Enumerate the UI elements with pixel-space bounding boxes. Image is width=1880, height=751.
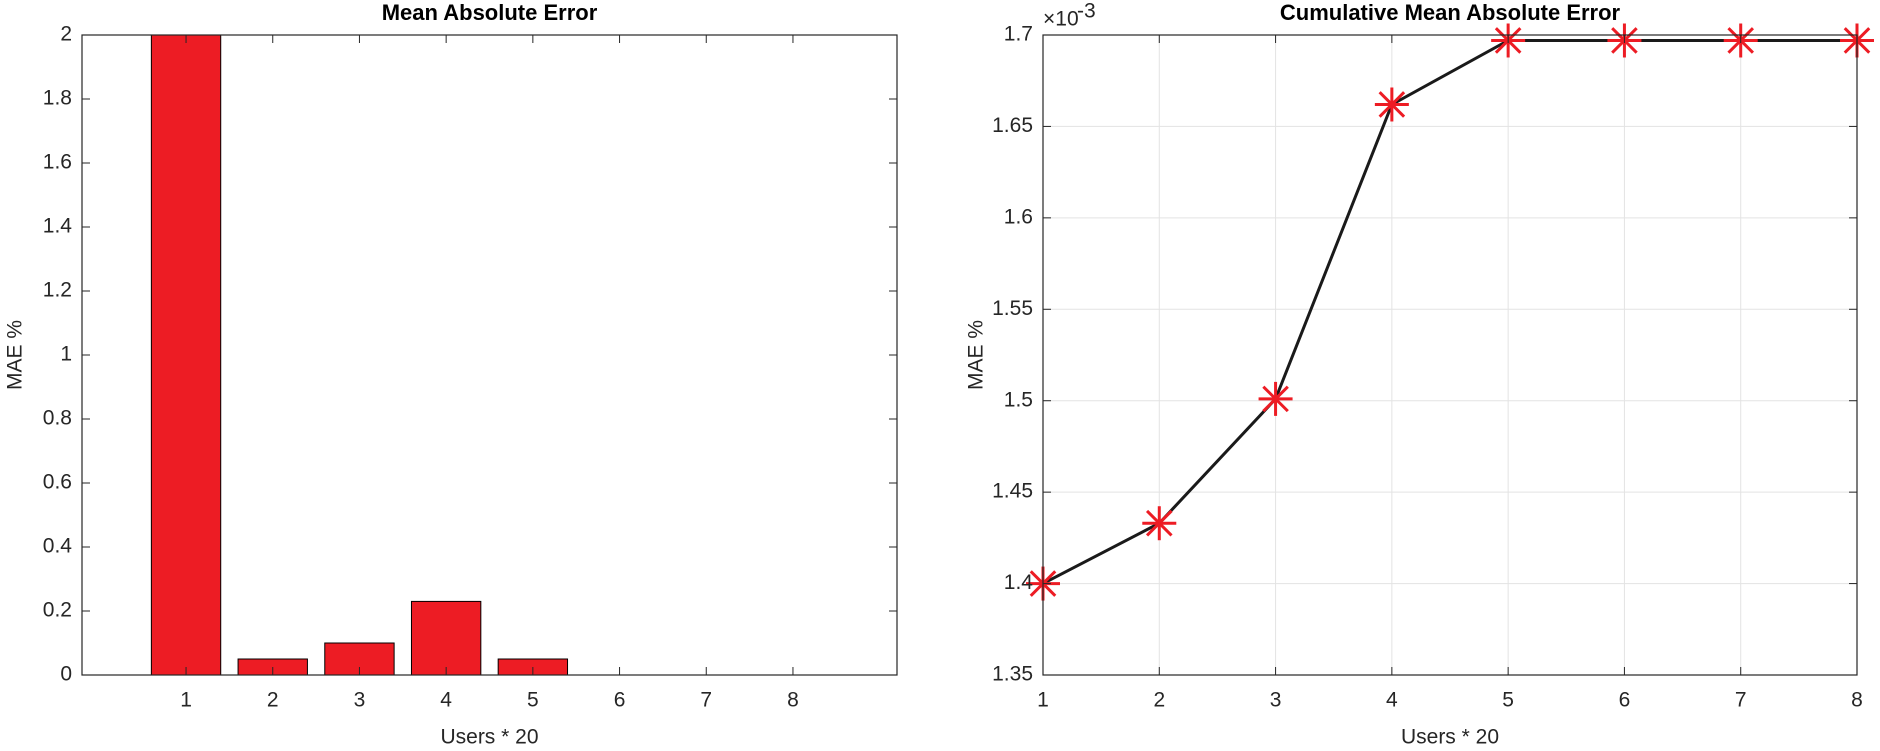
x-tick-label: 1 (1037, 689, 1049, 712)
axes: 1 2 3 4 5 6 7 8 0 0.2 0.4 0.6 0.8 1 1.2 1.4 1.6 1.8 2 Mean … (4, 0, 898, 749)
marker-stroke (1262, 385, 1289, 413)
x-axis-label: Users * 20 (1401, 726, 1499, 749)
y-tick-label: 0.6 (43, 471, 72, 494)
y-tick-label: 1.2 (43, 279, 72, 302)
y-tick-label: 1.8 (43, 87, 72, 110)
y-tick-label: 1.45 (992, 480, 1033, 503)
marker (1374, 87, 1409, 122)
y-tick-label: 1.55 (992, 297, 1033, 320)
y-axis-label: MAE % (965, 320, 988, 390)
x-tick-label: 7 (1735, 689, 1747, 712)
y-tick-label: 0 (60, 663, 72, 686)
x-tick-label: 8 (787, 689, 799, 712)
y-axis-label: MAE % (4, 320, 27, 390)
x-tick-label: 5 (527, 689, 539, 712)
x-tick-label: 3 (354, 689, 366, 712)
x-tick-label: 1 (180, 689, 192, 712)
y-tick-label: 1.35 (992, 663, 1033, 686)
y-tick-label: 0.2 (43, 599, 72, 622)
line (1042, 38, 1857, 585)
x-tick-label: 2 (267, 689, 279, 712)
y-tick-label: 1.4 (1004, 571, 1034, 594)
marker (1258, 381, 1293, 416)
chart-title: Cumulative Mean Absolute Error (1280, 0, 1621, 25)
axes-frame (1042, 34, 1858, 676)
bar (150, 34, 222, 676)
x-tick-label: 3 (1270, 689, 1282, 712)
y-tick-label: 1 (60, 343, 72, 366)
x-tick-label: 6 (614, 689, 626, 712)
y-tick-label: 0.4 (43, 535, 73, 558)
y-tick-label: 1.65 (992, 114, 1033, 137)
x-tick-label: 7 (700, 689, 712, 712)
y-tick-label: 1.5 (1004, 388, 1033, 411)
x-tick-label: 4 (1386, 689, 1398, 712)
y-tick-label: 1.6 (1004, 205, 1033, 228)
y-exponent-base: ×10 (1043, 8, 1079, 31)
x-tick-label: 8 (1851, 689, 1863, 712)
x-tick-label: 6 (1619, 689, 1631, 712)
x-tick-label: 2 (1153, 689, 1165, 712)
marker-stroke (1145, 509, 1173, 537)
y-exponent: -3 (1077, 0, 1096, 23)
bar (410, 600, 482, 676)
x-tick-label: 4 (440, 689, 452, 712)
marker (1142, 506, 1177, 541)
x-tick-label: 5 (1502, 689, 1514, 712)
x-axis-label: Users * 20 (440, 726, 538, 749)
y-tick-label: 1.4 (43, 215, 73, 238)
y-tick-label: 1.7 (1004, 23, 1033, 46)
y-tick-label: 1.6 (43, 151, 72, 174)
y-tick-label: 0.8 (43, 407, 72, 430)
y-tick-label: 2 (60, 23, 72, 46)
axes: 1 2 3 4 5 6 7 8 1.35 1.4 1.45 1.5 1.55 1.6 1.65 1.7 Cumu… (965, 0, 1874, 749)
marker-stroke (1378, 91, 1406, 118)
chart-title: Mean Absolute Error (382, 0, 598, 25)
